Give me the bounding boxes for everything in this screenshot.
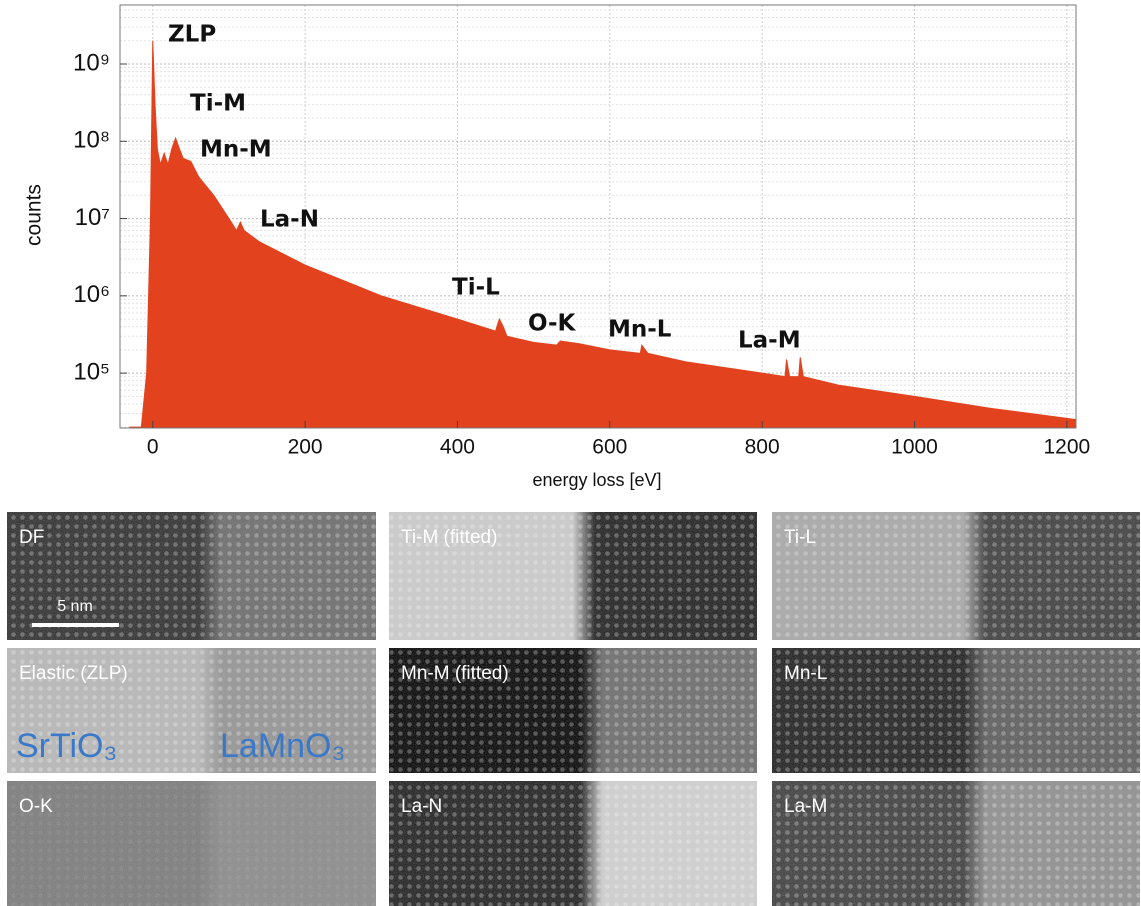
x-tick-label: 400 (440, 436, 475, 459)
plot-frame (119, 4, 1077, 429)
y-tick-label: 10⁶ (73, 281, 110, 308)
peak-annotation: La-N (260, 207, 319, 233)
panel-label: Ti-L (784, 527, 816, 548)
panel-label: La-N (401, 796, 442, 817)
panel-label: O-K (19, 796, 53, 817)
peak-annotation: Mn-L (608, 317, 672, 343)
x-tick-label: 0 (147, 436, 159, 459)
peak-annotation: Mn-M (200, 137, 272, 163)
peak-annotation: Ti-M (190, 91, 246, 117)
x-tick-label: 1000 (891, 436, 938, 459)
peak-annotation: La-M (738, 328, 801, 354)
noise-overlay (389, 648, 757, 773)
material-label: LaMnO₃ (220, 727, 345, 765)
noise-overlay (7, 781, 376, 906)
x-axis-label: energy loss [eV] (532, 470, 661, 490)
spectrum-area (129, 40, 1077, 429)
material-label: SrTiO₃ (16, 727, 117, 765)
scale-bar-label: 5 nm (57, 598, 93, 615)
noise-overlay (389, 512, 757, 640)
panel-label: DF (19, 527, 44, 548)
peak-annotation: Ti-L (452, 275, 500, 301)
y-axis-label: counts (23, 184, 46, 246)
y-tick-label: 10⁵ (73, 358, 110, 385)
x-tick-label: 200 (288, 436, 323, 459)
noise-overlay (7, 648, 376, 773)
panel-label: La-M (784, 796, 827, 817)
panel-label: Elastic (ZLP) (19, 663, 128, 684)
x-tick-label: 800 (745, 436, 780, 459)
panel-label: Mn-M (fitted) (401, 663, 509, 684)
noise-overlay (772, 781, 1140, 906)
panel-label: Ti-M (fitted) (401, 527, 497, 548)
peak-annotation: ZLP (168, 22, 216, 48)
x-tick-label: 600 (592, 436, 627, 459)
x-tick-label: 1200 (1043, 436, 1090, 459)
noise-overlay (389, 781, 757, 906)
peak-annotation: O-K (528, 311, 577, 337)
noise-overlay (772, 512, 1140, 640)
noise-overlay (7, 512, 376, 640)
y-tick-label: 10⁷ (75, 204, 110, 231)
y-tick-label: 10⁹ (73, 49, 110, 76)
panel-label: Mn-L (784, 663, 827, 684)
noise-overlay (772, 648, 1140, 773)
y-tick-label: 10⁸ (73, 127, 110, 154)
